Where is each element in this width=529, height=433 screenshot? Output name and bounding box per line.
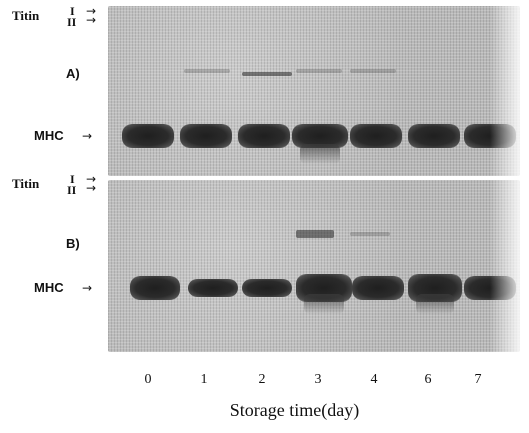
degradation-band-a-lane-3 <box>296 69 342 73</box>
arrow-icon: → <box>86 172 97 186</box>
panel-a-label: A) <box>66 66 80 81</box>
titin-band-1-label-b: I <box>70 172 75 186</box>
titin-label-b: Titin <box>12 176 40 191</box>
gel-panel-a <box>108 6 520 176</box>
mhc-band-b-lane-3 <box>296 274 352 314</box>
titin-band-2-label-a: II <box>67 15 77 29</box>
degradation-band-b-lane-4 <box>350 232 390 236</box>
arrow-icon: → <box>82 129 93 143</box>
mhc-band-a-lane-2 <box>238 124 290 148</box>
panel-b-label: B) <box>66 236 80 251</box>
lane-label: 2 <box>258 372 266 387</box>
degradation-band-a-lane-2 <box>242 72 292 76</box>
panel-edge <box>490 6 520 176</box>
degradation-band-a-lane-1 <box>184 69 230 73</box>
arrow-icon: → <box>86 13 97 27</box>
panel-edge <box>490 180 520 352</box>
x-axis-label: Storage time(day) <box>229 400 360 420</box>
mhc-band-b-lane-2 <box>242 279 292 297</box>
arrow-icon: → <box>86 181 97 195</box>
mhc-band-b-lane-4 <box>352 276 404 300</box>
mhc-band-a-lane-3 <box>292 124 348 164</box>
lane-label: 4 <box>370 372 378 387</box>
titin-label-a: Titin <box>12 8 40 23</box>
mhc-band-b-lane-0 <box>130 276 180 300</box>
mhc-band-a-lane-0 <box>122 124 174 148</box>
mhc-band-a-lane-1 <box>180 124 232 148</box>
mhc-band-a-lane-6 <box>408 124 460 148</box>
titin-band-2-label-b: II <box>67 183 77 197</box>
lane-label: 3 <box>314 372 322 387</box>
mhc-label-b: MHC <box>34 280 64 295</box>
lane-label: 7 <box>474 372 482 387</box>
lane-label: 6 <box>424 372 432 387</box>
arrow-icon: → <box>82 281 93 295</box>
lane-label: 1 <box>200 372 208 387</box>
degradation-band-b-lane-3 <box>296 230 334 238</box>
mhc-band-b-lane-6 <box>408 274 462 314</box>
lane-label: 0 <box>144 372 152 387</box>
degradation-band-a-lane-4 <box>350 69 396 73</box>
mhc-label-a: MHC <box>34 128 64 143</box>
mhc-band-a-lane-4 <box>350 124 402 148</box>
titin-band-1-label-a: I <box>70 4 75 18</box>
gel-panel-b <box>108 180 520 352</box>
arrow-icon: → <box>86 4 97 18</box>
mhc-band-b-lane-1 <box>188 279 238 297</box>
